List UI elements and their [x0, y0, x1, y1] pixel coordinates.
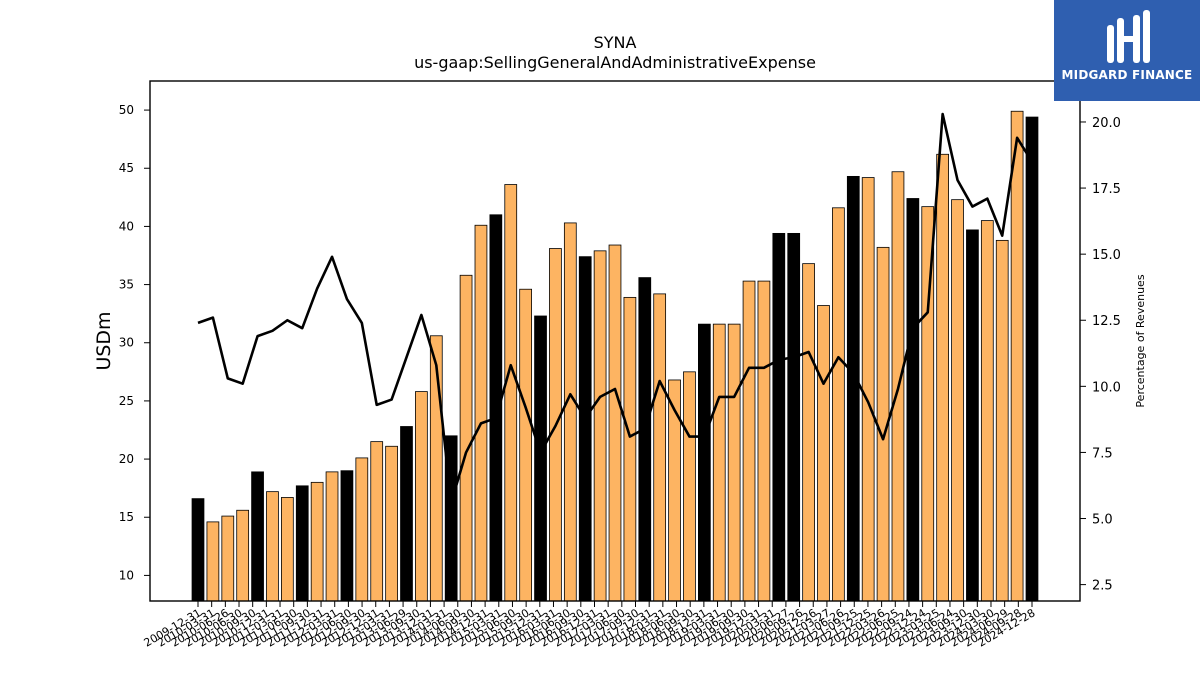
- bar-quarterly: [310, 481, 324, 602]
- bar-quarterly: [712, 323, 726, 602]
- bar-quarterly: [280, 497, 294, 602]
- bar-quarterly: [355, 457, 369, 602]
- y-tick-label-left: 20: [119, 452, 134, 466]
- brand-logo: MIDGARD FINANCE: [1054, 0, 1200, 101]
- bar-quarterly: [474, 224, 488, 602]
- bar-quarterly: [370, 441, 384, 602]
- bar-annual: [191, 498, 205, 602]
- bar-quarterly: [221, 515, 235, 602]
- x-axis: 2009-12-312010-03-312010-06-262010-06-30…: [142, 601, 1038, 650]
- bar-annual: [1025, 116, 1039, 602]
- y-tick-label-right: 20.0: [1092, 116, 1121, 131]
- y-axis-left: 10 15 20 25 30 35 40 45 50: [119, 103, 150, 582]
- bar-quarterly: [593, 250, 607, 602]
- plot-frame: [149, 80, 1081, 602]
- bar-annual: [906, 198, 920, 602]
- bar-quarterly: [459, 274, 473, 602]
- bar-quarterly: [742, 280, 756, 602]
- bar-group: [191, 110, 1039, 602]
- line-group: [197, 112, 1034, 504]
- y-tick-label-left: 35: [119, 278, 134, 292]
- bar-quarterly: [995, 239, 1009, 602]
- series-line-percentage: [197, 112, 1034, 504]
- bar-quarterly: [504, 184, 518, 602]
- bar-quarterly: [623, 296, 637, 602]
- bar-quarterly: [385, 445, 398, 602]
- bar-quarterly: [683, 371, 696, 602]
- y-axis-right-label: Percentage of Revenues: [1134, 274, 1147, 407]
- bar-quarterly: [325, 471, 339, 602]
- y-tick-label-left: 45: [119, 161, 134, 175]
- bar-quarterly: [668, 379, 681, 602]
- bar-quarterly: [727, 323, 741, 602]
- bar-quarterly: [832, 207, 845, 602]
- bar-quarterly: [980, 220, 994, 602]
- bar-annual: [772, 232, 786, 602]
- bar-annual: [251, 471, 264, 602]
- logo-mark-icon: [1107, 10, 1150, 63]
- chart-title: SYNA: [594, 33, 637, 52]
- bar-quarterly: [861, 177, 875, 602]
- bar-quarterly: [608, 244, 622, 602]
- bar-annual: [846, 175, 860, 602]
- bar-annual: [787, 232, 801, 602]
- bar-annual: [400, 426, 413, 602]
- bar-annual: [578, 256, 592, 602]
- y-tick-label-right: 7.5: [1092, 446, 1113, 461]
- bar-quarterly: [936, 153, 950, 602]
- bar-quarterly: [653, 293, 667, 602]
- bar-quarterly: [802, 263, 815, 602]
- bar-quarterly: [519, 288, 533, 602]
- bar-quarterly: [563, 222, 577, 602]
- y-axis-right: 2.5 5.0 7.5 10.0 12.5 15.0 17.5 20.0: [1080, 116, 1121, 594]
- y-tick-label-right: 15.0: [1092, 248, 1121, 263]
- y-tick-label-left: 10: [119, 568, 134, 582]
- bar-annual: [534, 315, 547, 602]
- y-tick-label-left: 15: [119, 510, 134, 524]
- bar-quarterly: [206, 521, 220, 602]
- bar-quarterly: [1010, 110, 1024, 602]
- y-tick-label-right: 12.5: [1092, 314, 1121, 329]
- bar-quarterly: [415, 391, 428, 602]
- bar-annual: [966, 229, 979, 602]
- y-tick-label-right: 17.5: [1092, 182, 1121, 197]
- y-tick-label-left: 30: [119, 336, 134, 350]
- bar-quarterly: [266, 491, 279, 602]
- y-tick-label-right: 5.0: [1092, 513, 1113, 528]
- y-tick-label-left: 25: [119, 394, 134, 408]
- bar-annual: [340, 470, 354, 602]
- y-tick-label-left: 40: [119, 219, 134, 233]
- brand-name: MIDGARD FINANCE: [1061, 68, 1193, 82]
- y-axis-left-label: USDm: [93, 311, 115, 370]
- bar-quarterly: [951, 199, 964, 602]
- y-tick-label-right: 2.5: [1092, 579, 1113, 594]
- y-tick-label-left: 50: [119, 103, 134, 117]
- bar-annual: [638, 277, 652, 602]
- chart-subtitle: us-gaap:SellingGeneralAndAdministrativeE…: [414, 53, 816, 72]
- y-tick-label-right: 10.0: [1092, 380, 1121, 395]
- bar-quarterly: [236, 509, 250, 602]
- bar-quarterly: [757, 280, 771, 602]
- bar-quarterly: [817, 305, 830, 602]
- bar-annual: [295, 485, 309, 602]
- bar-annual: [698, 323, 711, 602]
